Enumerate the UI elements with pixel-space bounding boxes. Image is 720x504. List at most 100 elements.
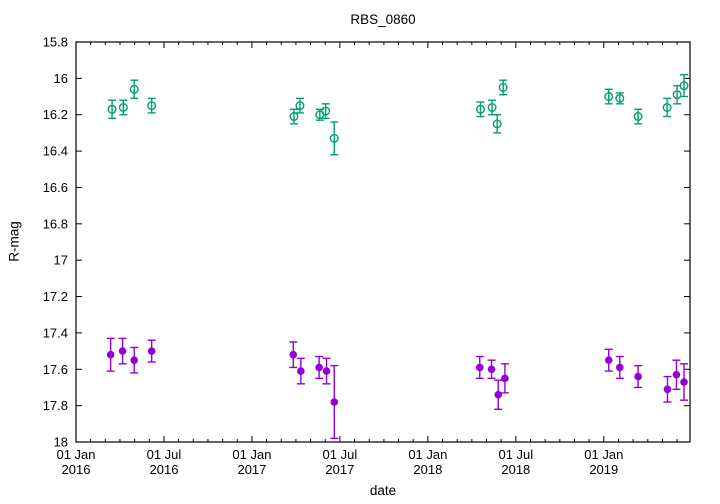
data-point xyxy=(475,355,484,380)
data-point xyxy=(615,355,624,380)
data-point xyxy=(494,379,503,410)
plot-border xyxy=(75,41,691,443)
filled-circle-marker xyxy=(672,370,681,379)
data-point xyxy=(672,84,682,105)
filled-circle-marker xyxy=(330,398,339,406)
data-point xyxy=(604,88,614,105)
filled-circle-marker xyxy=(487,365,496,374)
filled-circle-marker xyxy=(501,374,509,383)
data-point xyxy=(663,375,672,403)
y-tick-label: 16 xyxy=(54,71,68,86)
open-circle-marker xyxy=(107,104,117,114)
x-tick-label-date: 01 Jul xyxy=(147,447,182,462)
x-tick-label-date: 01 Jan xyxy=(232,447,271,462)
filled-circle-marker xyxy=(130,356,139,364)
filled-circle-marker xyxy=(289,350,298,359)
data-point xyxy=(330,364,339,440)
y-tick-label: 16.2 xyxy=(43,107,68,122)
data-point xyxy=(487,99,497,116)
open-circle-marker xyxy=(604,92,614,102)
x-tick-label-date: 01 Jan xyxy=(56,447,95,462)
open-circle-marker xyxy=(498,82,508,92)
data-point xyxy=(672,359,681,390)
y-tick-label: 17 xyxy=(54,253,68,268)
filled-circle-marker xyxy=(297,367,305,375)
y-tick-label: 17.2 xyxy=(43,289,68,304)
filled-circle-marker xyxy=(634,372,642,381)
data-point xyxy=(118,99,128,116)
data-point xyxy=(500,363,509,394)
x-tick-label-date: 01 Jan xyxy=(584,447,623,462)
open-circle-marker xyxy=(147,101,157,111)
axis-tick-labels: 15.8 16 16.2 16.4 16.6 16.8 17 17.2 17.4 17.6 17.8… xyxy=(43,35,624,478)
data-point xyxy=(289,108,299,125)
filled-circle-marker xyxy=(322,367,331,375)
data-point xyxy=(475,101,485,118)
open-circle-marker xyxy=(321,106,331,116)
open-circle-marker xyxy=(289,112,299,122)
x-tick-label-year: 2019 xyxy=(589,462,618,477)
filled-circle-marker xyxy=(147,347,156,355)
filled-circle-marker xyxy=(315,363,323,372)
filled-circle-marker xyxy=(494,390,503,399)
data-point xyxy=(118,337,127,365)
x-tick-label-year: 2017 xyxy=(325,462,354,477)
data-point xyxy=(289,341,298,369)
data-point xyxy=(296,357,305,385)
y-tick-label: 16.4 xyxy=(43,144,68,159)
data-point xyxy=(106,337,115,372)
y-axis-label: R-mag xyxy=(6,221,22,262)
axis-ticks xyxy=(75,41,690,443)
data-point xyxy=(604,348,613,372)
open-circle-marker xyxy=(475,104,485,114)
x-tick-label-date: 01 Jul xyxy=(498,447,533,462)
data-point xyxy=(322,357,331,385)
y-tick-label: 17.6 xyxy=(43,362,68,377)
x-tick-label-year: 2018 xyxy=(413,462,442,477)
data-point xyxy=(487,359,496,380)
data-point xyxy=(130,346,139,374)
open-circle-marker xyxy=(679,81,689,91)
x-tick-label-year: 2016 xyxy=(150,462,179,477)
data-point xyxy=(492,114,502,134)
data-point xyxy=(634,364,643,389)
filled-circle-marker xyxy=(118,347,127,355)
x-tick-label-year: 2017 xyxy=(237,462,266,477)
open-circle-marker xyxy=(615,93,625,103)
y-tick-label: 18 xyxy=(54,435,68,450)
data-point xyxy=(498,79,508,96)
open-circle-marker xyxy=(118,102,128,112)
open-circle-marker xyxy=(672,90,682,100)
data-point xyxy=(679,74,689,98)
series-purple-filled-circles xyxy=(106,337,689,440)
data-point xyxy=(321,103,331,120)
data-point xyxy=(295,97,305,114)
y-tick-label: 17.8 xyxy=(43,398,68,413)
x-tick-label-date: 01 Jan xyxy=(408,447,447,462)
data-point xyxy=(147,97,157,114)
open-circle-marker xyxy=(487,102,497,112)
chart-title: RBS_0860 xyxy=(350,12,416,27)
y-tick-label: 17.4 xyxy=(43,325,68,340)
y-tick-label: 16.8 xyxy=(43,216,68,231)
series-green-open-circles xyxy=(107,74,689,156)
filled-circle-marker xyxy=(663,385,672,394)
open-circle-marker xyxy=(329,133,339,143)
data-point xyxy=(615,92,625,105)
data-point xyxy=(633,108,643,125)
filled-circle-marker xyxy=(475,363,484,372)
data-point xyxy=(147,339,156,363)
x-axis-label: date xyxy=(369,483,397,498)
filled-circle-marker xyxy=(680,378,688,386)
filled-circle-marker xyxy=(604,356,613,364)
data-point xyxy=(129,79,139,100)
data-point xyxy=(662,97,672,118)
x-tick-label-year: 2016 xyxy=(62,462,91,477)
open-circle-marker xyxy=(633,112,643,122)
data-point xyxy=(107,99,117,120)
data-point xyxy=(329,121,339,156)
x-tick-label-year: 2018 xyxy=(501,462,530,477)
open-circle-marker xyxy=(129,84,139,94)
open-circle-marker xyxy=(295,101,305,111)
